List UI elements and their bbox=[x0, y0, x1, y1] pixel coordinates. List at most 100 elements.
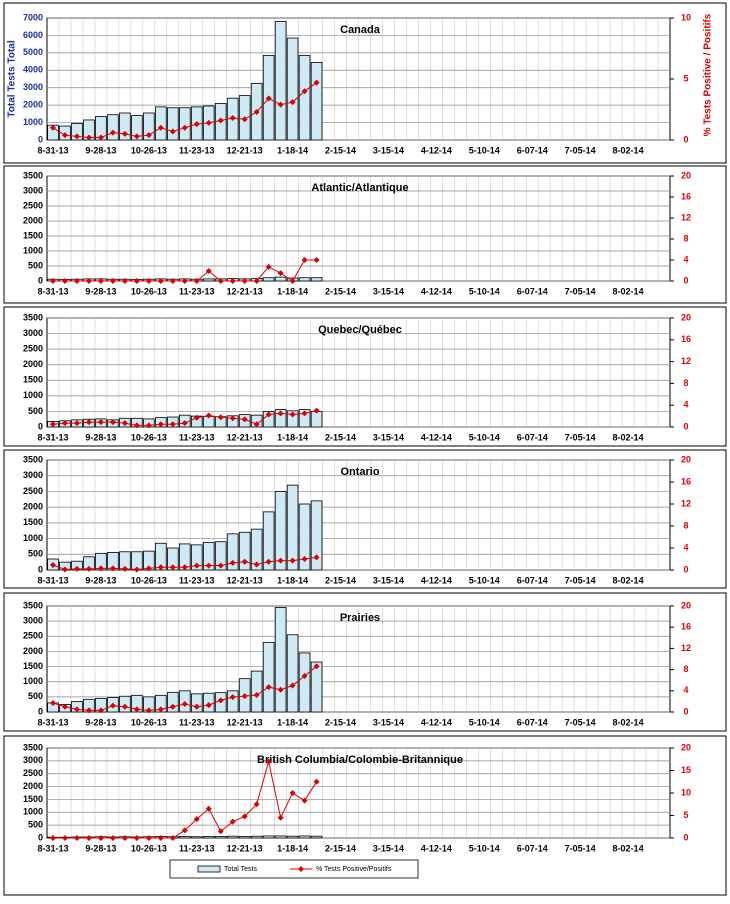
percent-marker bbox=[49, 124, 56, 131]
bar bbox=[178, 107, 191, 141]
y-tick-label: 0 bbox=[38, 706, 43, 716]
panel-frame bbox=[3, 306, 727, 447]
percent-marker bbox=[133, 278, 140, 284]
percent-marker bbox=[97, 565, 104, 572]
percent-marker bbox=[193, 703, 200, 710]
percent-marker bbox=[157, 706, 164, 713]
x-tick-label: 7-05-14 bbox=[565, 843, 596, 853]
x-tick-label: 9-28-13 bbox=[85, 286, 116, 296]
y-tick-label: 3000 bbox=[23, 755, 43, 765]
bar bbox=[310, 661, 323, 713]
y-tick-label: 0 bbox=[38, 134, 43, 144]
x-tick-label: 11-23-13 bbox=[179, 575, 215, 585]
percent-marker bbox=[229, 415, 236, 422]
x-tick-label: 4-12-14 bbox=[421, 432, 452, 442]
y2-tick-label: 12 bbox=[681, 643, 691, 653]
percent-marker bbox=[85, 278, 92, 284]
bar bbox=[310, 835, 323, 839]
panel-frame bbox=[3, 165, 727, 304]
x-tick-label: 3-15-14 bbox=[373, 145, 404, 155]
x-tick-label: 2-15-14 bbox=[325, 286, 356, 296]
x-tick-label: 12-21-13 bbox=[227, 717, 263, 727]
percent-marker bbox=[313, 79, 320, 86]
bar bbox=[298, 835, 311, 839]
percent-marker bbox=[229, 115, 236, 122]
y-tick-label: 3500 bbox=[23, 312, 43, 322]
y2-tick-label: 20 bbox=[681, 170, 691, 180]
percent-marker bbox=[301, 410, 308, 417]
percent-marker bbox=[277, 101, 284, 108]
y2-tick-label: 4 bbox=[683, 542, 688, 552]
x-tick-label: 3-15-14 bbox=[373, 432, 404, 442]
y-tick-label: 1000 bbox=[23, 807, 43, 817]
percent-marker bbox=[169, 278, 176, 284]
bar bbox=[262, 641, 275, 713]
percent-marker bbox=[73, 565, 80, 572]
y2-tick-label: 20 bbox=[681, 312, 691, 322]
x-tick-label: 10-26-13 bbox=[131, 843, 167, 853]
x-tick-label: 7-05-14 bbox=[565, 286, 596, 296]
percent-marker bbox=[289, 557, 296, 564]
x-tick-label: 2-15-14 bbox=[325, 717, 356, 727]
x-tick-label: 7-05-14 bbox=[565, 717, 596, 727]
y-tick-label: 1000 bbox=[23, 245, 43, 255]
x-tick-label: 8-31-13 bbox=[37, 145, 68, 155]
percent-marker bbox=[61, 835, 68, 841]
percent-marker bbox=[301, 88, 308, 95]
percent-marker bbox=[61, 132, 68, 139]
percent-marker bbox=[205, 268, 212, 275]
percent-marker bbox=[313, 554, 320, 561]
y-tick-label: 1000 bbox=[23, 117, 43, 127]
x-tick-label: 1-18-14 bbox=[277, 575, 308, 585]
percent-marker bbox=[265, 411, 272, 418]
panel-title: Prairies bbox=[340, 612, 380, 624]
percent-marker bbox=[265, 95, 272, 102]
legend-label: % Tests Positive/Positifs bbox=[316, 866, 392, 873]
percent-marker bbox=[49, 562, 56, 569]
bar bbox=[298, 277, 311, 282]
percent-marker bbox=[253, 108, 260, 115]
percent-marker bbox=[97, 278, 104, 284]
y2-tick-label: 0 bbox=[683, 421, 688, 431]
percent-marker bbox=[145, 422, 152, 429]
y2-tick-label: 5 bbox=[683, 73, 688, 83]
y2-tick-label: 12 bbox=[681, 498, 691, 508]
bar bbox=[262, 835, 275, 839]
percent-marker bbox=[277, 410, 284, 417]
y-tick-label: 500 bbox=[28, 820, 43, 830]
percent-marker bbox=[133, 566, 140, 573]
x-tick-label: 9-28-13 bbox=[85, 432, 116, 442]
x-tick-label: 8-02-14 bbox=[613, 717, 644, 727]
panel-frame bbox=[3, 2, 727, 164]
x-tick-label: 8-31-13 bbox=[37, 575, 68, 585]
percent-marker bbox=[241, 558, 248, 565]
percent-marker bbox=[133, 835, 140, 841]
x-tick-label: 4-12-14 bbox=[421, 286, 452, 296]
bar bbox=[262, 511, 275, 571]
percent-marker bbox=[49, 699, 56, 706]
bar bbox=[250, 670, 263, 713]
x-tick-label: 2-15-14 bbox=[325, 432, 356, 442]
percent-marker bbox=[49, 278, 56, 284]
percent-marker bbox=[133, 706, 140, 713]
x-tick-label: 10-26-13 bbox=[131, 717, 167, 727]
y-tick-label: 1000 bbox=[23, 676, 43, 686]
bar bbox=[167, 107, 179, 141]
percent-marker bbox=[301, 672, 308, 679]
percent-marker bbox=[217, 697, 224, 704]
y-tick-label: 0 bbox=[38, 275, 43, 285]
x-tick-label: 9-28-13 bbox=[85, 575, 116, 585]
x-tick-label: 4-12-14 bbox=[421, 145, 452, 155]
x-tick-label: 8-02-14 bbox=[613, 575, 644, 585]
x-tick-label: 9-28-13 bbox=[85, 717, 116, 727]
percent-marker bbox=[229, 694, 236, 701]
y2-tick-label: 0 bbox=[683, 706, 688, 716]
bar bbox=[298, 409, 311, 428]
y-tick-label: 2000 bbox=[23, 646, 43, 656]
bar bbox=[71, 123, 83, 141]
percent-marker bbox=[97, 707, 104, 714]
percent-marker bbox=[157, 124, 164, 131]
y2-tick-label: 8 bbox=[683, 520, 688, 530]
y-tick-label: 500 bbox=[28, 691, 43, 701]
percent-marker bbox=[241, 813, 248, 820]
